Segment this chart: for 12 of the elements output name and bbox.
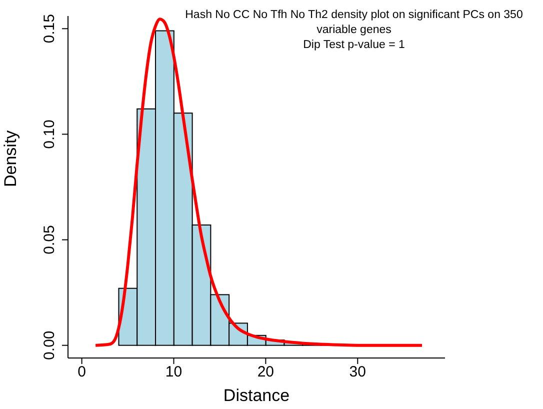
y-tick-label: 0.05 bbox=[41, 225, 58, 254]
x-tick-label: 30 bbox=[349, 364, 366, 381]
y-tick-label: 0.10 bbox=[41, 120, 58, 149]
y-axis-title: Density bbox=[1, 130, 20, 187]
x-tick-label: 0 bbox=[78, 364, 86, 381]
x-axis-title: Distance bbox=[223, 386, 290, 405]
text: Dip Test p-value = 1 bbox=[302, 38, 406, 53]
y-tick-label: 0.15 bbox=[41, 14, 58, 44]
y-tick-label: 0.00 bbox=[41, 330, 58, 360]
chart-title: Hash No CC No Tfh No Th2 density plot on significant PCs on 350 variable genes bbox=[184, 8, 524, 38]
x-tick-label: 20 bbox=[257, 364, 274, 381]
x-tick-label: 10 bbox=[165, 364, 182, 381]
